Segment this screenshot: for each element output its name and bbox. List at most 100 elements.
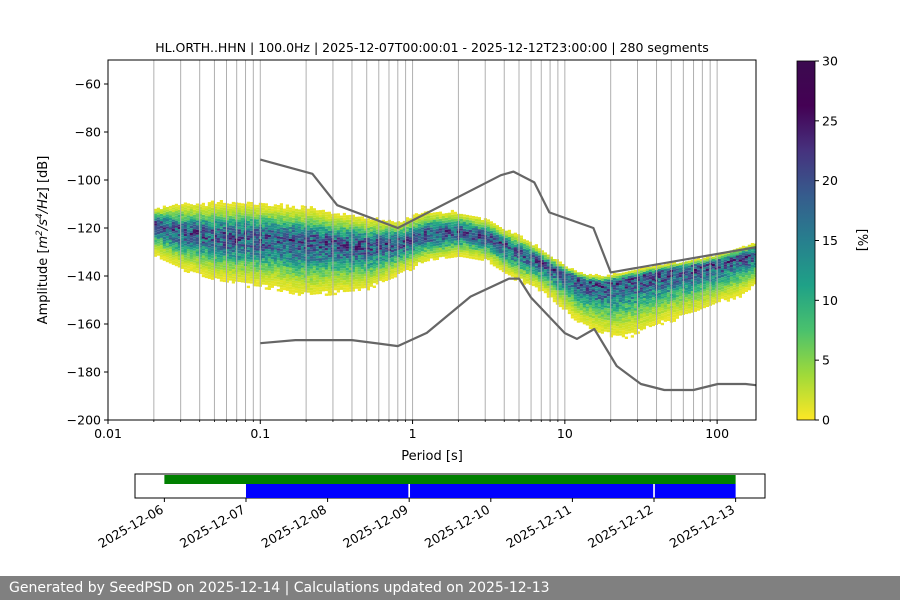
psd-cell — [174, 220, 178, 223]
psd-cell — [348, 224, 352, 227]
psd-cell — [690, 293, 694, 296]
psd-cell — [576, 286, 580, 290]
psd-cell — [330, 240, 334, 243]
psd-cell — [261, 270, 265, 273]
psd-cell — [729, 291, 733, 294]
psd-cell — [738, 254, 742, 257]
psd-cell — [435, 226, 439, 229]
psd-cell — [183, 250, 187, 253]
psd-cell — [306, 242, 310, 245]
psd-cell — [504, 247, 508, 250]
psd-cell — [267, 256, 271, 259]
psd-cell — [405, 226, 409, 230]
psd-cell — [603, 276, 607, 279]
psd-cell — [399, 267, 403, 271]
psd-cell — [618, 316, 622, 319]
psd-cell — [390, 271, 394, 274]
psd-cell — [666, 318, 670, 321]
psd-cell — [276, 229, 280, 232]
psd-cell — [348, 236, 352, 239]
psd-cell — [627, 285, 631, 288]
psd-cell — [639, 292, 643, 295]
psd-cell — [222, 241, 226, 244]
psd-cell — [651, 285, 655, 288]
psd-cell — [156, 229, 160, 232]
psd-cell — [180, 218, 184, 221]
psd-cell — [660, 294, 664, 297]
psd-cell — [171, 207, 175, 210]
psd-cell — [201, 267, 205, 270]
psd-cell — [228, 251, 232, 255]
psd-cell — [648, 303, 652, 306]
psd-cell — [240, 234, 244, 237]
psd-cell — [294, 237, 298, 240]
psd-cell — [579, 300, 583, 304]
psd-cell — [237, 270, 241, 273]
psd-cell — [513, 251, 517, 255]
psd-cell — [504, 261, 508, 265]
psd-cell — [600, 278, 604, 281]
psd-cell — [747, 271, 751, 274]
psd-cell — [240, 215, 244, 218]
psd-cell — [519, 247, 523, 250]
psd-cell — [228, 232, 232, 235]
psd-cell — [318, 229, 322, 232]
psd-cell — [216, 269, 220, 272]
psd-cell — [630, 318, 634, 321]
psd-cell — [609, 335, 613, 338]
psd-cell — [540, 255, 544, 258]
psd-cell — [357, 221, 361, 224]
psd-cell — [228, 254, 232, 257]
psd-cell — [291, 244, 295, 247]
psd-cell — [408, 225, 412, 228]
psd-cell — [171, 238, 175, 241]
psd-cell — [423, 221, 427, 224]
psd-cell — [366, 278, 370, 281]
psd-cell — [399, 253, 403, 256]
psd-cell — [516, 258, 520, 261]
psd-cell — [405, 258, 409, 261]
psd-cell — [165, 255, 169, 258]
psd-cell — [264, 208, 268, 211]
psd-cell — [366, 259, 370, 262]
psd-cell — [369, 224, 373, 227]
psd-cell — [477, 229, 481, 232]
psd-cell — [357, 269, 361, 272]
psd-cell — [420, 236, 424, 240]
psd-cell — [156, 253, 160, 256]
psd-cell — [282, 227, 286, 231]
psd-cell — [501, 248, 505, 251]
psd-cell — [411, 224, 415, 227]
psd-cell — [342, 222, 346, 225]
psd-cell — [222, 274, 226, 278]
psd-cell — [228, 237, 232, 240]
psd-cell — [381, 243, 385, 247]
psd-cell — [369, 267, 373, 270]
psd-cell — [489, 252, 493, 255]
psd-cell — [450, 238, 454, 242]
psd-cell — [195, 268, 199, 271]
psd-cell — [264, 282, 268, 285]
psd-cell — [249, 262, 253, 265]
psd-cell — [609, 308, 613, 311]
psd-cell — [384, 261, 388, 265]
psd-cell — [684, 266, 688, 269]
psd-cell — [696, 303, 700, 306]
psd-cell — [207, 233, 211, 236]
psd-cell — [189, 230, 193, 233]
psd-cell — [216, 264, 220, 267]
psd-cell — [666, 268, 670, 271]
psd-cell — [186, 270, 190, 273]
psd-cell — [618, 282, 622, 286]
psd-cell — [264, 268, 268, 271]
psd-cell — [690, 267, 694, 270]
psd-cell — [582, 288, 586, 291]
psd-cell — [636, 293, 640, 296]
psd-cell — [345, 287, 349, 290]
psd-cell — [402, 264, 406, 267]
psd-cell — [609, 291, 613, 295]
psd-cell — [303, 282, 307, 286]
psd-cell — [672, 302, 676, 306]
psd-cell — [204, 273, 208, 276]
psd-cell — [507, 268, 511, 271]
